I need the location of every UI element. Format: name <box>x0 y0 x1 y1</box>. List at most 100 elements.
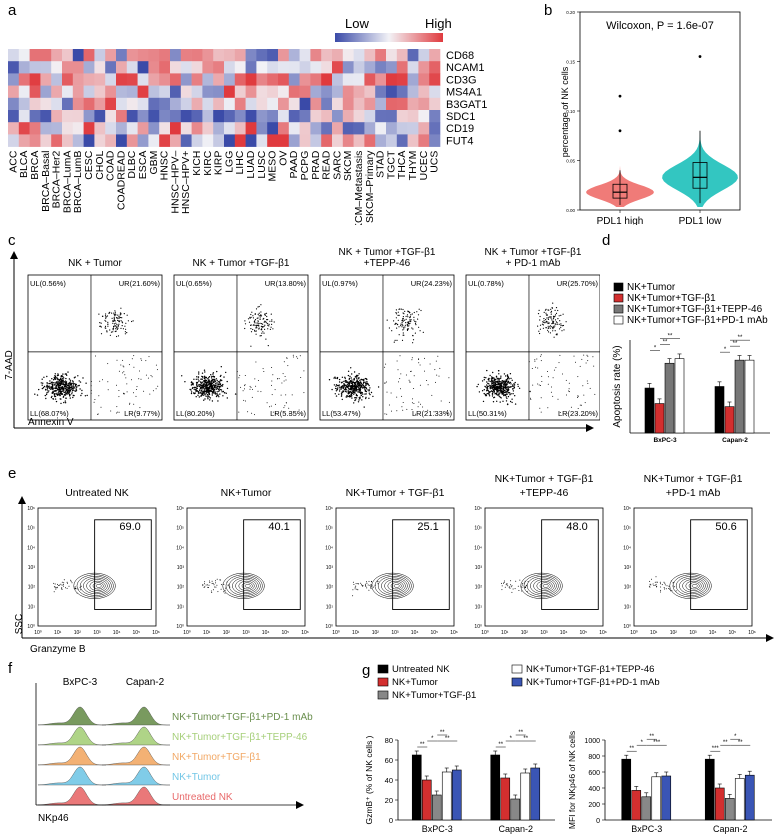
heatmap-cell <box>342 49 354 62</box>
flow-c-event <box>49 387 51 390</box>
flow-c-event <box>426 380 428 381</box>
flow-c-event <box>556 322 558 324</box>
flow-c-event <box>44 389 47 391</box>
flow-c-event <box>200 386 202 388</box>
flow-c-event <box>221 385 224 387</box>
flow-c-event <box>52 382 55 384</box>
heatmap-cancer-label: READ <box>321 150 333 180</box>
flow-c-event <box>346 394 348 397</box>
flow-c-event <box>333 384 336 386</box>
flow-c-event <box>360 392 362 394</box>
flow-c-event <box>401 339 404 341</box>
heatmap-cell <box>116 85 128 99</box>
flow-c-event <box>259 322 261 324</box>
heatmap-cell <box>105 97 117 111</box>
flow-c-frame <box>319 274 455 421</box>
heatmap-cancer-label: KICH <box>191 151 203 176</box>
flow-c-event <box>364 384 367 386</box>
heatmap-cell <box>288 97 300 111</box>
heatmap-cell <box>159 73 171 86</box>
heatmap-cell <box>386 61 398 74</box>
heatmap-cell <box>321 49 333 62</box>
heatmap-cell <box>418 122 430 135</box>
flow-e-event <box>668 588 670 589</box>
flow-e-ytick-label: 10³ <box>326 565 334 571</box>
flow-c-event <box>420 403 421 405</box>
flow-c-event <box>552 328 554 330</box>
flow-c-event <box>343 386 345 388</box>
heatmap-cell <box>256 85 268 99</box>
flow-c-event <box>505 396 507 398</box>
flow-e-event <box>70 580 72 582</box>
heatmap-gene-label: NCAM1 <box>446 62 485 74</box>
flow-c-event <box>543 321 545 323</box>
flow-e-event <box>649 586 651 588</box>
flow-c-event <box>507 395 510 398</box>
flow-c-event <box>539 319 541 321</box>
nkp46-histogram-panel: BxPC-3 Capan-2NK+Tumor+TGF-β1+PD-1 mAbNK+… <box>35 677 313 824</box>
flow-c-event <box>204 376 206 378</box>
flow-c-event <box>505 390 507 393</box>
flow-c-event <box>489 386 491 388</box>
flow-c-event <box>52 390 54 393</box>
flow-c-event <box>192 382 194 384</box>
flow-e-title: +PD-1 mAb <box>666 487 721 499</box>
flow-e-event <box>661 584 663 586</box>
flow-e-event <box>55 587 57 589</box>
flow-c-event <box>391 410 392 412</box>
flow-c-event <box>34 393 36 395</box>
flow-e-event <box>204 581 206 583</box>
flow-c-event <box>401 326 403 328</box>
flow-c-event <box>545 308 547 310</box>
flow-e-xtick-label: 10⁵ <box>282 630 290 636</box>
flow-c-event <box>202 384 204 386</box>
flow-c-event <box>401 323 403 325</box>
flow-c-event <box>118 390 120 391</box>
flow-c-ur: UR(13.80%) <box>265 279 307 288</box>
flow-e-event <box>211 582 213 584</box>
bar-mark <box>734 778 745 821</box>
flow-e-contour <box>542 584 549 588</box>
flow-c-event <box>410 319 412 321</box>
flow-e-event <box>505 584 507 586</box>
bar-g-legend-label: NK+Tumor+TGF-β1+PD-1 mAb <box>526 677 660 688</box>
flow-c-event <box>260 325 262 327</box>
flow-c-event <box>150 375 152 376</box>
flow-e-event <box>366 582 368 584</box>
flow-c-event <box>404 326 406 328</box>
heatmap-cell <box>321 73 333 86</box>
flow-c-event <box>562 313 564 315</box>
flow-c-event <box>204 371 206 373</box>
heatmap-cell <box>62 134 74 147</box>
flow-c-event <box>250 324 252 326</box>
flow-c-event <box>216 387 218 389</box>
hist-f-curve <box>101 766 170 786</box>
flow-c-event <box>64 394 66 396</box>
heatmap-cell <box>375 97 387 111</box>
flow-c-event <box>283 407 285 409</box>
flow-c-event <box>349 395 352 398</box>
flow-c-event <box>404 324 406 326</box>
flow-c-event <box>57 378 60 380</box>
flow-e-ytick-label: 10⁶ <box>623 506 631 512</box>
flow-c-event <box>399 355 401 357</box>
flow-c-event <box>538 384 540 386</box>
flow-c-event <box>107 381 109 383</box>
heatmap-cell <box>83 61 95 74</box>
heatmap-cancer-label: BRCA–Her2 <box>51 150 63 208</box>
flow-c-event <box>55 381 58 383</box>
flow-c-event <box>403 326 405 328</box>
flow-c-event <box>197 385 199 388</box>
flow-c-event <box>547 327 549 329</box>
flow-c-event <box>531 368 533 369</box>
flow-c-event <box>64 400 67 402</box>
flow-c-event <box>396 327 398 329</box>
flow-c-event <box>512 390 515 392</box>
flow-c-event <box>343 380 345 383</box>
bar-mark <box>714 386 725 434</box>
bar-sig-label: ** <box>663 340 668 346</box>
flow-c-event <box>48 385 50 387</box>
flow-c-event <box>410 314 412 316</box>
flow-c-event <box>553 336 555 338</box>
flow-c-event <box>257 320 259 322</box>
